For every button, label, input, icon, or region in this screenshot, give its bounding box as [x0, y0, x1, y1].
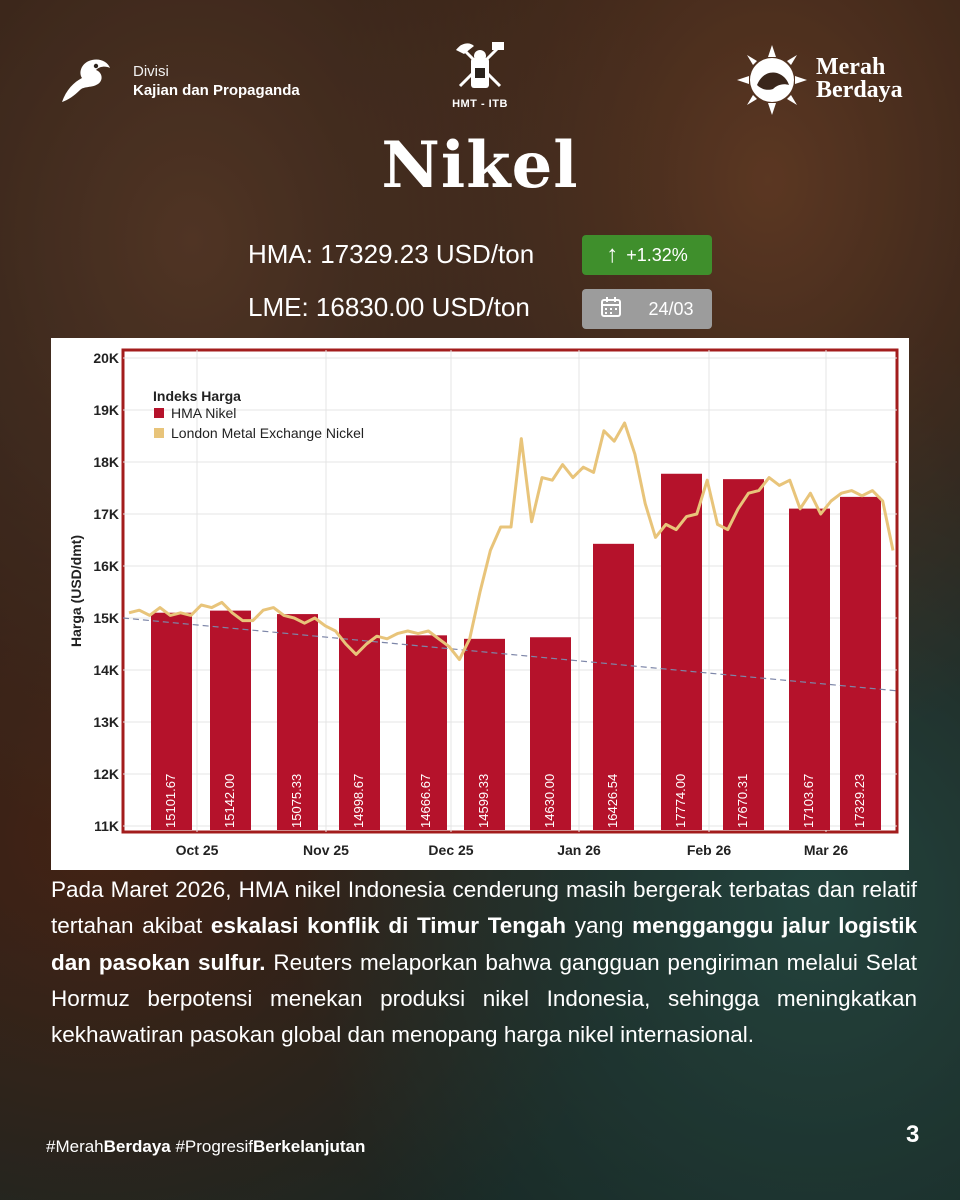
description-paragraph: Pada Maret 2026, HMA nikel Indonesia cen…: [51, 872, 917, 1053]
hashtag1-a: #Merah: [46, 1137, 104, 1156]
hma-bar: [593, 543, 634, 830]
lme-date-badge: 24/03: [582, 289, 712, 329]
bar-value-label: 14666.67: [418, 774, 433, 828]
price-chart: 15101.67 15142.00 15075.33 14998.67 14666.67…: [51, 338, 909, 870]
y-tick-label: 13K: [93, 714, 119, 730]
division-line2: Kajian dan Propaganda: [133, 82, 300, 99]
body-part2: yang: [566, 913, 633, 939]
brand-line1: Merah: [816, 54, 886, 80]
hma-bar: [464, 638, 505, 830]
x-tick-label: Mar 26: [804, 842, 849, 858]
legend-label-lme: London Metal Exchange Nickel: [171, 425, 364, 441]
calendar-icon: [600, 296, 622, 323]
hma-bar: [406, 635, 447, 830]
y-tick-label: 14K: [93, 662, 119, 678]
chart-svg: 15101.67 15142.00 15075.33 14998.67 14666.67…: [68, 348, 899, 858]
body-bold1: eskalasi konflik di Timur Tengah: [210, 913, 567, 939]
pickaxe-hammer-icon: [456, 42, 504, 88]
hma-bar: [277, 614, 318, 830]
bar-value-label: 14630.00: [542, 774, 557, 828]
lme-line: [128, 421, 895, 662]
hashtag2-b: Berkelanjutan: [252, 1137, 366, 1156]
y-tick-label: 15K: [93, 610, 119, 626]
hma-bar: [339, 618, 380, 830]
hmt-itb-text: HMT - ITB: [452, 98, 508, 110]
body-bold2: mengganggu jalur logistik dan pasokan su…: [51, 913, 917, 975]
hma-bar: [661, 473, 702, 830]
hashtag2-a: #Progresif: [170, 1137, 253, 1156]
brand-line2: Berdaya: [816, 77, 903, 103]
bar-value-label: 14599.33: [476, 774, 491, 828]
hma-bar: [530, 637, 571, 830]
y-tick-label: 18K: [93, 454, 119, 470]
brand-name: Merah Berdaya: [816, 54, 903, 103]
page-number: 3: [906, 1121, 920, 1148]
hma-price: HMA: 17329.23 USD/ton: [248, 239, 535, 269]
x-tick-label: Nov 25: [303, 842, 349, 858]
y-tick-label: 11K: [94, 818, 119, 834]
hma-bar: [210, 610, 251, 830]
hma-bar: [723, 479, 764, 830]
bar-value-label: 17774.00: [673, 774, 688, 828]
hmt-itb-logo: HMT - ITB: [446, 40, 514, 116]
hma-bar: [789, 508, 830, 830]
bar-value-label: 15142.00: [222, 774, 237, 828]
hma-bar: [840, 496, 881, 830]
y-tick-label: 12K: [93, 766, 119, 782]
legend-swatch-lme: [154, 428, 164, 438]
lme-date-value: 24/03: [648, 298, 694, 319]
x-tick-label: Oct 25: [176, 842, 219, 858]
hashtag1-b: Berdaya: [103, 1137, 171, 1156]
y-axis-label: Harga (USD/dmt): [68, 535, 84, 647]
page-title: Nikel: [381, 128, 579, 203]
bar-value-label: 17329.23: [852, 774, 867, 828]
hashtags: #MerahBerdaya #ProgresifBerkelanjutan: [46, 1137, 365, 1157]
bar-value-label: 17103.67: [801, 774, 816, 828]
bar-value-label: 15075.33: [289, 774, 304, 828]
merah-berdaya-sun-icon: [737, 45, 807, 115]
bar-value-label: 16426.54: [605, 774, 620, 828]
lme-price: LME: 16830.00 USD/ton: [248, 292, 530, 322]
x-tick-label: Feb 26: [687, 842, 732, 858]
division-label: Divisi Kajian dan Propaganda: [133, 62, 300, 100]
division-logo-icon: [56, 52, 114, 108]
bar-value-label: 17670.31: [735, 774, 750, 828]
y-tick-label: 17K: [93, 506, 119, 522]
y-tick-label: 19K: [93, 402, 119, 418]
y-tick-label: 20K: [93, 350, 119, 366]
hma-change-badge: ↑ +1.32%: [582, 235, 712, 275]
x-tick-label: Dec 25: [428, 842, 473, 858]
hma-change-value: +1.32%: [626, 244, 688, 265]
arrow-up-icon: ↑: [606, 241, 619, 268]
body-part1: Pada Maret 2026, HMA nikel Indonesia cen…: [51, 877, 917, 939]
division-line1: Divisi: [133, 63, 169, 80]
legend-swatch-hma: [154, 408, 164, 418]
body-part3: Reuters melaporkan bahwa gangguan pengir…: [51, 949, 917, 1048]
y-tick-label: 16K: [93, 558, 119, 574]
x-tick-label: Jan 26: [557, 842, 601, 858]
legend-title: Indeks Harga: [153, 388, 241, 404]
hma-bar: [151, 612, 192, 830]
bar-value-label: 15101.67: [163, 774, 178, 828]
legend-label-hma: HMA Nikel: [171, 405, 236, 421]
plot-frame: [121, 348, 899, 834]
bar-value-label: 14998.67: [351, 774, 366, 828]
